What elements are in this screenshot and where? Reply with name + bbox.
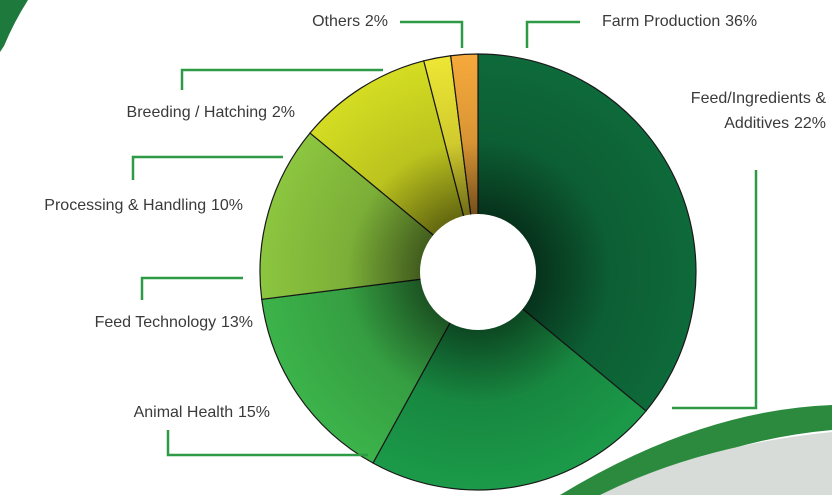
leader-line xyxy=(140,276,243,300)
label-name: Feed/Ingredients & Additives xyxy=(690,90,826,132)
slice-label: Breeding / Hatching 2% xyxy=(127,100,295,125)
label-name: Feed Technology xyxy=(94,314,217,331)
decor-swoosh xyxy=(0,0,28,52)
slice-label: Others 2% xyxy=(312,9,388,34)
label-value: 2% xyxy=(364,13,388,30)
leader-line xyxy=(131,155,283,180)
label-value: 22% xyxy=(793,115,826,132)
label-value: 13% xyxy=(220,314,253,331)
label-value: 10% xyxy=(210,197,243,214)
label-name: Processing & Handling xyxy=(44,197,207,214)
label-name: Farm Production xyxy=(602,13,721,30)
label-name: Breeding / Hatching xyxy=(126,104,268,121)
slice-label: Feed Technology 13% xyxy=(95,310,253,335)
label-value: 2% xyxy=(271,104,295,121)
slice-label: Animal Health 15% xyxy=(134,400,270,425)
leader-line xyxy=(672,170,758,410)
leader-line xyxy=(166,430,368,457)
label-value: 15% xyxy=(237,404,270,421)
slice-label: Feed/Ingredients & Additives 22% xyxy=(656,86,826,136)
leader-line xyxy=(180,68,383,90)
label-value: 36% xyxy=(725,13,758,30)
leader-line xyxy=(525,20,580,48)
label-name: Animal Health xyxy=(133,404,234,421)
donut-hole xyxy=(420,214,536,330)
slice-label: Processing & Handling 10% xyxy=(44,193,243,218)
leader-line xyxy=(400,20,464,48)
slice-label: Farm Production 36% xyxy=(602,9,757,34)
label-name: Others xyxy=(312,13,361,30)
